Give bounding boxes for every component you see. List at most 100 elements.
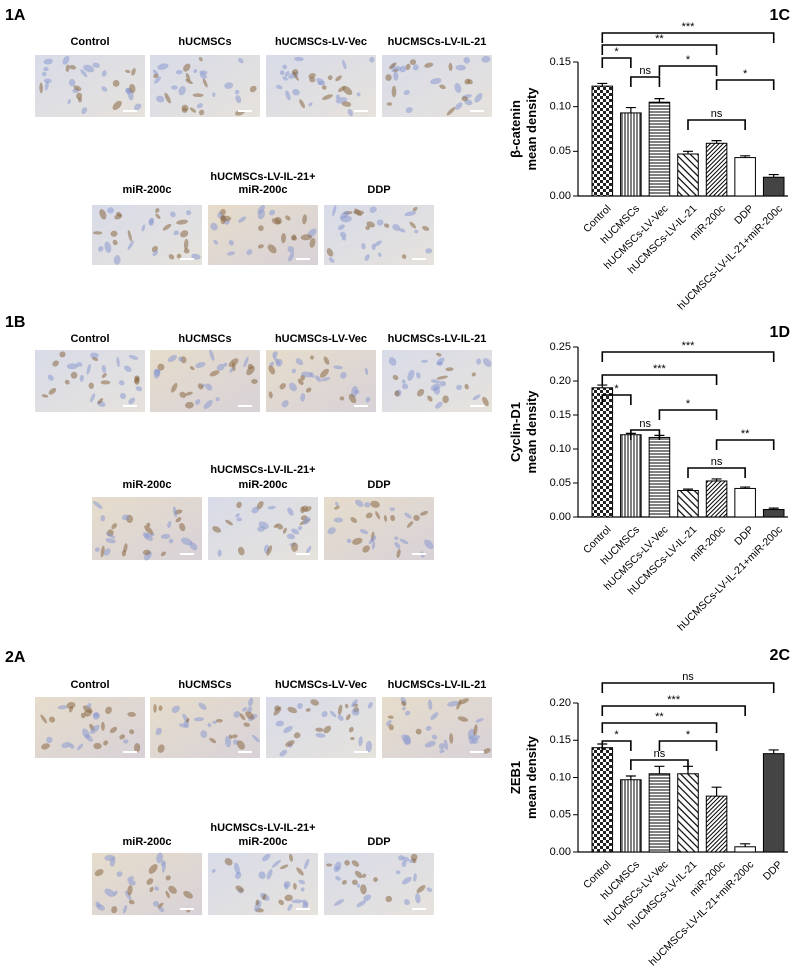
cell-nucleus <box>235 513 241 518</box>
cell-nucleus <box>374 240 382 247</box>
cell-nucleus <box>148 864 158 874</box>
cell-nucleus <box>123 904 128 914</box>
cell-nucleus <box>402 383 409 390</box>
cell-nucleus <box>401 700 407 707</box>
bar <box>620 434 642 518</box>
cell-nucleus <box>391 85 397 98</box>
cell-nucleus <box>354 870 363 879</box>
cell-nucleus <box>351 879 358 885</box>
cell-nucleus <box>146 878 154 885</box>
cell-nucleus <box>388 62 397 69</box>
cell-nucleus <box>364 254 370 261</box>
cell-nucleus <box>299 99 306 109</box>
image-caption: hUCMSCs-LV-Vec <box>275 679 367 691</box>
cell-nucleus <box>157 744 165 753</box>
cell-nucleus <box>109 857 116 867</box>
cell-nucleus <box>326 863 333 867</box>
cell-nucleus <box>42 71 47 77</box>
cell-nucleus <box>127 240 134 251</box>
cell-nucleus <box>402 706 406 711</box>
cell-nucleus <box>162 223 172 231</box>
cell-nucleus <box>76 92 83 100</box>
cell-nucleus <box>217 549 222 557</box>
cell-nucleus <box>430 383 441 392</box>
cell-nucleus <box>47 374 54 381</box>
cell-nucleus <box>111 906 118 914</box>
cell-nucleus <box>135 386 143 392</box>
cell-nucleus <box>424 539 434 550</box>
cell-nucleus <box>454 102 463 110</box>
cell-nucleus <box>341 101 352 107</box>
cell-nucleus <box>305 708 311 712</box>
cell-nucleus <box>80 69 88 78</box>
cell-nucleus <box>104 241 112 254</box>
cell-nucleus <box>291 899 304 904</box>
cell-nucleus <box>339 210 350 220</box>
cell-nucleus <box>89 352 99 359</box>
cell-nucleus <box>44 81 49 91</box>
cell-nucleus <box>100 380 111 385</box>
cell-nucleus <box>103 740 109 746</box>
cell-nucleus <box>364 367 369 375</box>
error-bar <box>654 98 665 103</box>
image-caption: DDP <box>367 836 390 848</box>
cell-nucleus <box>154 76 162 84</box>
bar <box>734 846 756 853</box>
error-bar <box>768 173 779 178</box>
significance-bracket <box>715 439 775 450</box>
cell-nucleus <box>454 82 462 93</box>
cell-nucleus <box>384 223 390 228</box>
cell-nucleus <box>410 853 418 861</box>
cell-nucleus <box>195 361 206 368</box>
cell-nucleus <box>157 63 169 70</box>
cell-nucleus <box>296 867 304 876</box>
cell-nucleus <box>239 713 246 721</box>
panel-label: 1B <box>5 314 25 331</box>
cell-nucleus <box>86 363 91 375</box>
cell-nucleus <box>367 702 373 709</box>
cell-nucleus <box>273 524 278 528</box>
cell-nucleus <box>412 64 419 71</box>
cell-nucleus <box>345 703 349 709</box>
cell-nucleus <box>168 538 174 544</box>
cell-nucleus <box>422 225 430 231</box>
cell-nucleus <box>295 358 304 366</box>
cell-nucleus <box>94 869 104 877</box>
error-bar <box>654 765 665 774</box>
cell-nucleus <box>197 383 204 390</box>
cell-nucleus <box>439 749 445 754</box>
panel-label: 2C <box>770 647 791 664</box>
cell-nucleus <box>224 858 233 866</box>
panel-label: 1A <box>5 7 26 24</box>
cell-nucleus <box>257 526 266 532</box>
cell-nucleus <box>297 525 303 531</box>
cell-nucleus <box>272 351 278 358</box>
cell-nucleus <box>165 875 171 881</box>
cell-nucleus <box>215 718 223 723</box>
cell-nucleus <box>165 890 170 899</box>
cell-nucleus <box>439 84 446 90</box>
cell-nucleus <box>275 84 283 90</box>
cell-nucleus <box>442 395 449 404</box>
cell-nucleus <box>119 392 127 400</box>
cell-nucleus <box>298 879 306 885</box>
cell-nucleus <box>288 251 295 262</box>
cell-nucleus <box>128 880 136 886</box>
cell-nucleus <box>113 255 121 265</box>
cell-nucleus <box>449 733 454 744</box>
cell-nucleus <box>148 218 155 226</box>
micrograph <box>35 350 145 412</box>
cell-nucleus <box>41 743 50 750</box>
bar <box>677 489 699 518</box>
cell-nucleus <box>266 869 273 880</box>
cell-nucleus <box>335 501 339 507</box>
y-tick-label: 0.10 <box>550 443 571 455</box>
cell-nucleus <box>356 900 366 908</box>
cell-nucleus <box>223 362 228 367</box>
cell-nucleus <box>456 384 463 391</box>
cell-nucleus <box>211 869 216 873</box>
cell-nucleus <box>198 57 203 62</box>
y-tick-label: 0.00 <box>550 846 571 858</box>
cell-nucleus <box>209 737 217 744</box>
